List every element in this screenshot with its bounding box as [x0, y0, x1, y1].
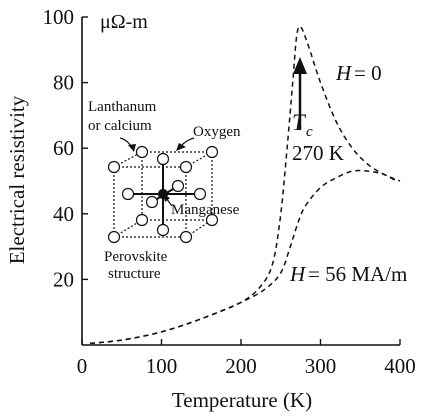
x-tick-label: 100	[146, 354, 178, 378]
y-axis-label: Electrical resistivity	[5, 95, 29, 264]
x-tick-label: 200	[225, 354, 257, 378]
tc-value: 270 K	[292, 141, 344, 165]
series-line-h56	[89, 169, 397, 345]
series-line-h0	[89, 25, 401, 345]
inset-label-calcium: or calcium	[88, 118, 152, 134]
tc-arrow	[293, 57, 307, 130]
y-tick-label: 20	[53, 267, 74, 291]
inset-label-manganese: Manganese	[171, 202, 240, 218]
h0-label: H = 0	[335, 61, 382, 85]
axes	[81, 16, 401, 346]
svg-text:T: T	[292, 110, 307, 135]
x-tick-label: 0	[77, 354, 88, 378]
y-tick-label: 100	[43, 5, 75, 29]
svg-text:c: c	[306, 124, 313, 140]
x-axis-label: Temperature (K)	[172, 388, 312, 412]
inset-label-perovskite: Perovskite	[104, 249, 168, 265]
tick-labels: 0 100 200 300 400 20 40 60 80 100	[43, 5, 416, 378]
unit-label: μΩ-m	[100, 11, 148, 33]
tc-label: T c	[292, 110, 313, 140]
x-tick-label: 300	[305, 354, 337, 378]
perovskite-inset	[107, 137, 219, 244]
series-group	[89, 25, 401, 345]
x-tick-label: 400	[384, 354, 416, 378]
svg-text:H: H	[289, 262, 307, 286]
inset-label-lanthanum: Lanthanum	[88, 99, 157, 115]
inset-label-oxygen: Oxygen	[193, 124, 241, 140]
y-tick-label: 60	[53, 136, 74, 160]
svg-text:H: H	[335, 61, 353, 85]
y-tick-label: 80	[53, 71, 74, 95]
y-tick-label: 40	[53, 202, 74, 226]
svg-text:= 56 MA/m: = 56 MA/m	[308, 262, 407, 286]
h56-label: H = 56 MA/m	[289, 262, 407, 286]
inset-label-structure: structure	[108, 266, 161, 282]
svg-text:= 0: = 0	[354, 61, 382, 85]
